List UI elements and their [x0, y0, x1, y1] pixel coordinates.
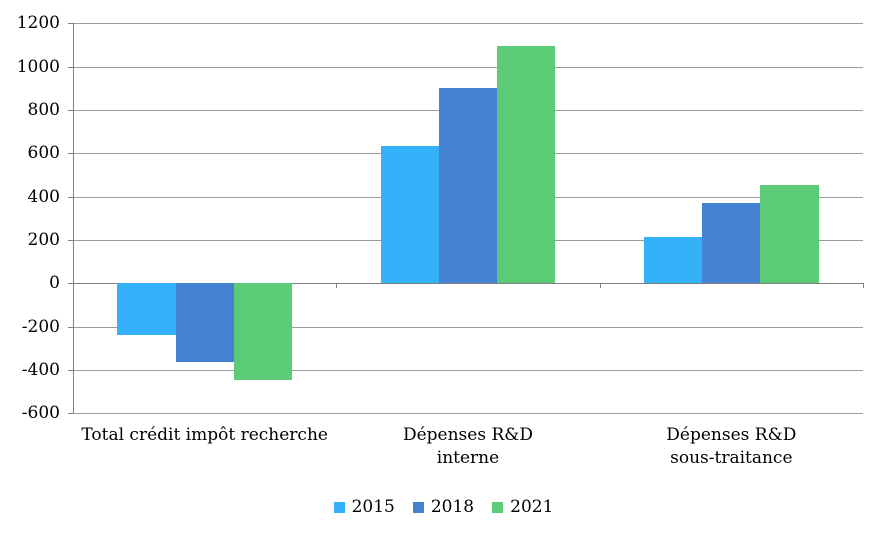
bar-2015: [380, 145, 439, 284]
legend-item-2021: 2021: [492, 497, 553, 517]
bar-2021: [233, 283, 293, 380]
legend-label: 2015: [351, 497, 395, 517]
category-label-line: Dépenses R&D: [402, 425, 534, 446]
legend-label: 2018: [430, 497, 475, 517]
y-axis-line: [73, 23, 74, 414]
y-axis-tick: [68, 369, 73, 371]
y-axis-tick: [68, 196, 73, 198]
legend-item-2018: 2018: [412, 497, 475, 517]
legend-color-swatch: [492, 501, 504, 513]
legend-color-swatch: [333, 501, 345, 513]
bar-2021: [497, 46, 556, 284]
gridline: [73, 66, 863, 68]
y-axis-tick: [68, 283, 73, 285]
bar-2015: [643, 236, 703, 284]
gridline: [73, 369, 863, 371]
y-tick-label: -200: [21, 316, 60, 337]
category-label: Dépenses R&D sous-traitance: [600, 424, 863, 470]
y-axis-tick: [68, 66, 73, 68]
legend: 2015 2018 2021: [0, 497, 887, 517]
y-axis-tick: [68, 109, 73, 111]
y-tick-label: 1200: [16, 13, 60, 34]
y-tick-label: 800: [27, 99, 60, 120]
category-label-line: interne: [436, 448, 500, 469]
zero-gridline: [73, 283, 863, 285]
category-label-line: Dépenses R&D: [666, 425, 797, 446]
bar-2018: [175, 283, 234, 363]
x-axis-tick: [863, 283, 864, 289]
y-tick-label: 1000: [16, 56, 60, 77]
bar-2021: [760, 184, 819, 284]
y-tick-label: -600: [21, 403, 60, 424]
y-tick-label: 200: [27, 229, 60, 250]
y-tick-label: 600: [27, 143, 60, 164]
x-axis-tick: [336, 283, 338, 289]
y-tick-label: -400: [21, 359, 60, 380]
gridline: [73, 413, 863, 415]
gridline: [73, 326, 863, 328]
bar-2018: [702, 203, 761, 284]
y-tick-label: 0: [49, 273, 60, 294]
gridline: [73, 23, 863, 25]
y-axis-tick: [68, 23, 73, 25]
y-axis-tick: [68, 239, 73, 241]
y-tick-label: 400: [27, 186, 60, 207]
y-axis-tick: [68, 326, 73, 328]
legend-label: 2021: [510, 497, 554, 517]
legend-item-2015: 2015: [333, 497, 395, 517]
category-label: Dépenses R&D interne: [336, 424, 599, 470]
category-label-line: sous-traitance: [670, 448, 793, 469]
bar-2018: [438, 88, 498, 284]
category-label-line: Total crédit impôt recherche: [81, 425, 328, 446]
x-axis-tick: [599, 283, 601, 289]
y-axis-tick: [68, 413, 73, 415]
category-label: Total crédit impôt recherche: [73, 424, 336, 447]
y-axis-tick: [68, 153, 73, 155]
bar-2015: [117, 283, 176, 336]
legend-color-swatch: [412, 501, 424, 513]
